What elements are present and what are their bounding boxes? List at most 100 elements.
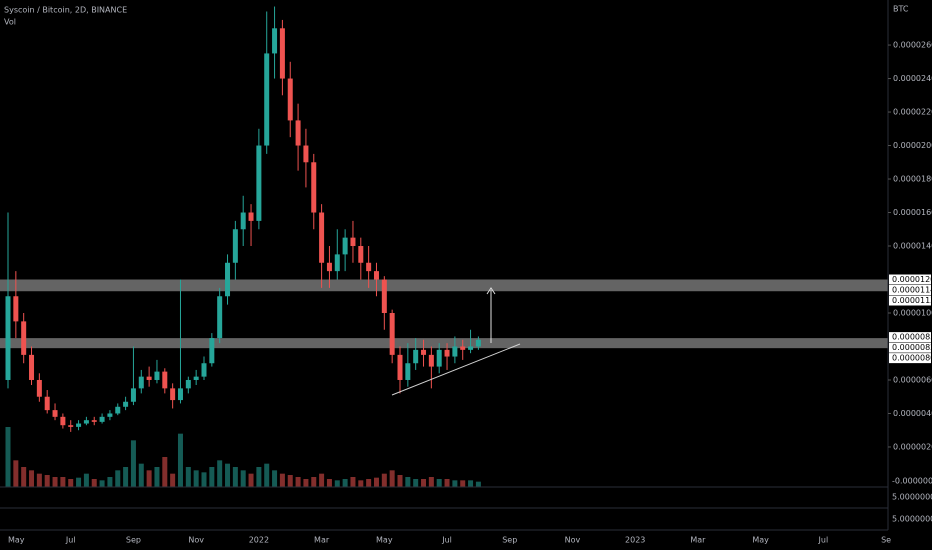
volume-bar <box>154 467 160 487</box>
candle-body <box>52 410 58 417</box>
volume-bar <box>68 479 74 487</box>
y-tick-label: 0.00001800 <box>893 175 932 184</box>
trend-line <box>391 343 521 396</box>
candle-body <box>342 237 348 255</box>
price-label-box <box>889 295 931 306</box>
volume-bar <box>185 467 191 487</box>
price-label-box <box>889 274 931 285</box>
price-label: 0.00000805 <box>892 354 932 363</box>
candle-body <box>436 349 442 367</box>
volume-bar <box>279 473 285 487</box>
x-tick-label: Jul <box>818 536 829 545</box>
candle-body <box>444 349 450 357</box>
candle-body <box>123 401 129 407</box>
volume-bar <box>130 440 136 487</box>
candle-body <box>405 363 411 380</box>
y-tick-label: 0.00001000 <box>893 308 932 317</box>
x-tick-label: Mar <box>314 536 330 545</box>
x-tick-label: Jul <box>65 536 76 545</box>
candle-body <box>319 212 325 263</box>
volume-bar <box>146 470 152 487</box>
volume-bar <box>468 480 474 487</box>
y-tick-label: 0.00000200 <box>893 442 932 451</box>
candle-body <box>264 53 270 146</box>
candle-body <box>217 296 223 339</box>
candle-body <box>13 296 19 322</box>
volume-bar <box>99 480 105 487</box>
candle-body <box>452 346 458 357</box>
price-label: 0.00000856 <box>892 333 932 342</box>
volume-bar <box>138 463 144 487</box>
volume-label: Vol <box>4 18 16 27</box>
pane-label: -0.00000000 <box>892 477 932 486</box>
candle-body <box>272 28 278 54</box>
candle-body <box>177 388 183 401</box>
price-label-box <box>889 342 931 353</box>
volume-bar <box>256 467 262 487</box>
price-label: 0.00001141 <box>892 286 932 295</box>
volume-layer <box>5 427 481 487</box>
volume-bar <box>326 479 332 487</box>
volume-bar <box>311 477 317 487</box>
volume-bar <box>83 473 89 487</box>
price-label-box <box>889 353 931 364</box>
volume-bar <box>366 479 372 487</box>
candle-body <box>397 354 403 380</box>
volume-bar <box>13 460 19 487</box>
candle-body <box>468 346 474 350</box>
candle-body <box>60 416 66 426</box>
candle-body <box>83 420 89 424</box>
pane-label: 5.00000000 <box>892 493 932 502</box>
candle-body <box>21 321 27 355</box>
volume-bar <box>91 479 97 487</box>
volume-bar <box>460 480 466 487</box>
candle-body <box>146 376 152 380</box>
y-tick-label: 0.00002000 <box>893 141 932 150</box>
volume-bar <box>405 477 411 487</box>
price-label-box <box>889 285 931 296</box>
x-tick-label: 2022 <box>249 536 269 545</box>
candle-body <box>475 339 481 347</box>
candle-body <box>107 413 113 417</box>
candle-body <box>36 379 42 397</box>
price-label: 0.00001200 <box>892 275 932 284</box>
volume-bar <box>264 463 270 487</box>
candle-body <box>5 296 11 380</box>
candle-body <box>99 416 105 422</box>
volume-bar <box>287 475 293 487</box>
candle-body <box>350 237 356 247</box>
y-tick-label: 0.00000600 <box>893 375 932 384</box>
candle-body <box>303 145 309 163</box>
volume-bar <box>5 427 11 487</box>
axis-layer: 0.00000200 0.00000400 0.00000600 0.00001000… <box>8 41 932 545</box>
volume-bar <box>373 477 379 487</box>
volume-bar <box>60 477 66 487</box>
x-tick-label: May <box>8 536 25 545</box>
volume-bar <box>428 477 434 487</box>
candle-body <box>334 254 340 272</box>
x-tick-label: Sep <box>502 536 517 545</box>
volume-bar <box>201 472 207 487</box>
volume-bar <box>397 475 403 487</box>
pane-label: 5.00000000 <box>892 515 932 524</box>
volume-bar <box>123 467 129 487</box>
x-tick-label: Jul <box>441 536 452 545</box>
candle-body <box>421 349 427 355</box>
zone <box>0 338 888 349</box>
candle-body <box>295 120 301 146</box>
candle-body <box>29 354 35 380</box>
x-tick-label: May <box>376 536 393 545</box>
zone <box>0 279 888 292</box>
x-tick-label: Nov <box>188 536 204 545</box>
volume-bar <box>350 477 356 487</box>
y-tick-label: 0.00002200 <box>893 108 932 117</box>
volume-bar <box>115 470 121 487</box>
volume-bar <box>193 470 199 487</box>
zones <box>0 279 888 349</box>
volume-bar <box>36 473 42 487</box>
candle-body <box>193 376 199 380</box>
volume-bar <box>217 460 223 487</box>
price-label: 0.00000823 <box>892 343 932 352</box>
volume-bar <box>232 467 238 487</box>
